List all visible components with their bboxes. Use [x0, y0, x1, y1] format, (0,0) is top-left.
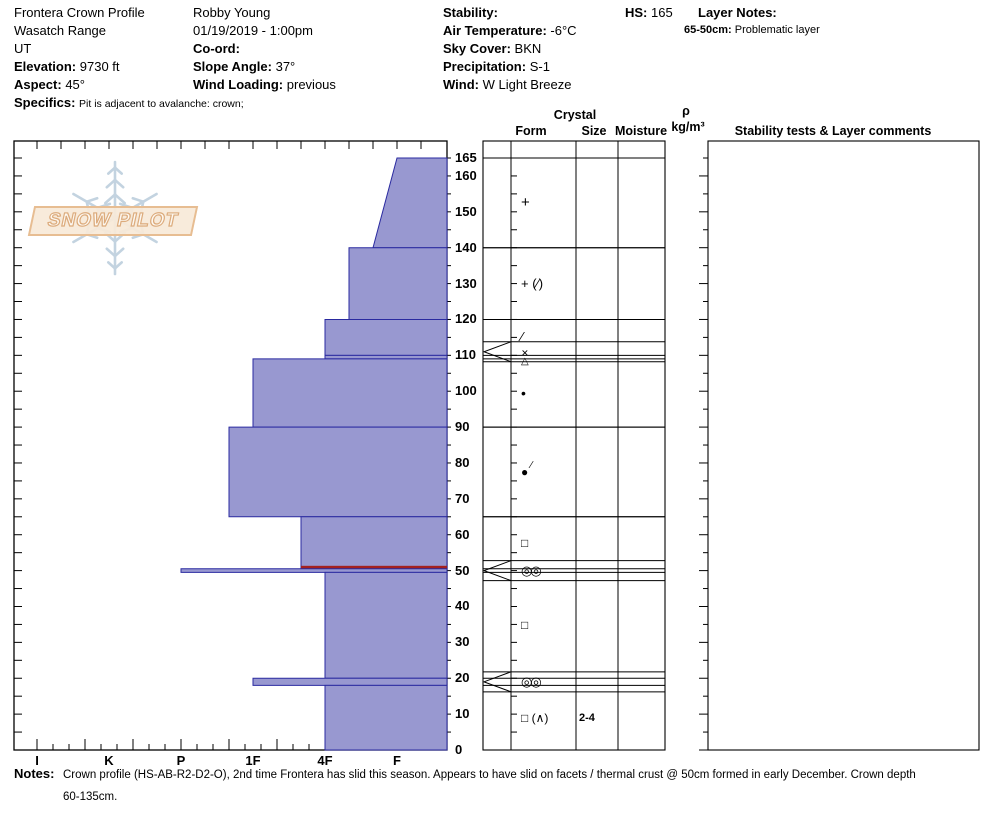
- header-weather-line-0: Stability:: [443, 5, 498, 20]
- header-weather-line-4: Wind: W Light Breeze: [443, 77, 572, 92]
- header-weather-line-1: Air Temperature: -6°C: [443, 23, 577, 38]
- moisture-header: Moisture: [614, 124, 668, 138]
- depth-label-20: 20: [455, 670, 470, 686]
- density-units-header: kg/m³: [671, 120, 705, 134]
- header-location-line-4: Aspect: 45°: [14, 77, 85, 92]
- grain-form-melt-freeze-crust: ◎◎: [521, 673, 542, 689]
- grain-form-facets: □: [521, 535, 529, 550]
- snowflake-arm: [104, 216, 126, 276]
- grain-form-wind-packed-rounds: ● ∕: [521, 459, 533, 479]
- problem-layer-marker: [301, 565, 447, 569]
- grain-form-decomposing-fragments: ∕: [521, 329, 524, 345]
- grain-form-facets: □: [521, 618, 529, 633]
- depth-label-0: 0: [455, 742, 463, 757]
- header-weather-block: Stability: Air Temperature: -6°C Sky Cover…: [443, 4, 577, 94]
- header-location-line-0: Frontera Crown Profile: [14, 5, 145, 20]
- hardness-label-P: P: [176, 753, 186, 768]
- notes-line2: 60-135cm.: [63, 791, 118, 803]
- flagged-layer-arrow: [482, 341, 512, 363]
- layer-notes-range: 65-50cm:: [684, 24, 732, 36]
- header-observer-line-4: Wind Loading: previous: [193, 77, 336, 92]
- header-hs: HS: 165: [625, 4, 673, 22]
- header-observer-line-0: Robby Young: [193, 5, 271, 20]
- comments-header: Stability tests & Layer comments: [734, 124, 932, 138]
- hs-label: HS:: [625, 5, 648, 20]
- notes-label: Notes:: [14, 766, 55, 781]
- form-header: Form: [515, 124, 547, 138]
- flagged-layer-arrow: [482, 560, 512, 582]
- grain-form-mixed-graupel-layer: ✕ △: [521, 347, 529, 367]
- hs-value: 165: [651, 5, 673, 20]
- layer-notes-heading: Layer Notes:: [698, 5, 777, 20]
- header-location-line-2: UT: [14, 41, 32, 56]
- snow-layer-18-0: [324, 684, 448, 751]
- grain-form-precipitation-particles: +: [521, 193, 530, 211]
- depth-label-10: 10: [455, 706, 470, 722]
- crystal-header: Crystal: [553, 108, 597, 122]
- grain-form-precip-with-decomposing: + (∕): [521, 275, 544, 291]
- layer-notes-item: 65-50cm: Problematic layer: [684, 24, 820, 36]
- depth-label-140: 140: [455, 239, 477, 255]
- layer-notes-text: Problematic layer: [734, 24, 820, 36]
- depth-label-90: 90: [455, 419, 470, 435]
- hardness-label-K: K: [104, 753, 114, 768]
- header-weather-line-2: Sky Cover: BKN: [443, 41, 542, 56]
- depth-label-40: 40: [455, 598, 470, 614]
- header-location-line-3: Elevation: 9730 ft: [14, 59, 120, 74]
- grain-form-melt-freeze-crust: ◎◎: [521, 562, 542, 578]
- layer-table-border: [482, 140, 666, 751]
- header-observer-line-3: Slope Angle: 37°: [193, 59, 296, 74]
- flagged-layer-arrow: [482, 671, 512, 693]
- depth-label-50: 50: [455, 562, 470, 578]
- depth-label-160: 160: [455, 167, 477, 183]
- grain-size-value: 2-4: [579, 711, 595, 724]
- hardness-label-I: I: [35, 753, 39, 768]
- header-location-line-5: Specifics: Pit is adjacent to avalanche:…: [14, 95, 244, 110]
- header-observer-block: Robby Young 01/19/2019 - 1:00pm Co-ord: Slo…: [193, 4, 336, 94]
- depth-label-60: 60: [455, 526, 470, 542]
- grain-form-facets-with-depth-hoar: □ (∧): [521, 710, 549, 725]
- hardness-label-4F: 4F: [317, 753, 333, 768]
- depth-label-70: 70: [455, 490, 470, 506]
- header-observer-line-2: Co-ord:: [193, 41, 240, 56]
- header-location-line-1: Wasatch Range: [14, 23, 107, 38]
- depth-label-110: 110: [455, 347, 476, 363]
- snowflake-arm: [104, 160, 126, 220]
- hardness-label-1F: 1F: [245, 753, 261, 768]
- size-header: Size: [581, 124, 607, 138]
- grain-form-rounded-grains: •: [521, 385, 526, 401]
- depth-label-30: 30: [455, 634, 470, 650]
- depth-label-165: 165: [455, 150, 477, 165]
- depth-label-120: 120: [455, 311, 477, 327]
- depth-label-100: 100: [455, 383, 477, 399]
- header-weather-line-3: Precipitation: S-1: [443, 59, 550, 74]
- depth-label-150: 150: [455, 203, 477, 219]
- header-observer-line-1: 01/19/2019 - 1:00pm: [193, 23, 313, 38]
- header-location-block: Frontera Crown Profile Wasatch Range UT Ele…: [14, 4, 244, 113]
- hardness-label-F: F: [393, 753, 401, 768]
- notes-line1: Crown profile (HS-AB-R2-D2-O), 2nd time …: [63, 769, 916, 781]
- density-header: ρ: [682, 104, 690, 118]
- depth-label-130: 130: [455, 275, 477, 291]
- depth-label-80: 80: [455, 454, 470, 470]
